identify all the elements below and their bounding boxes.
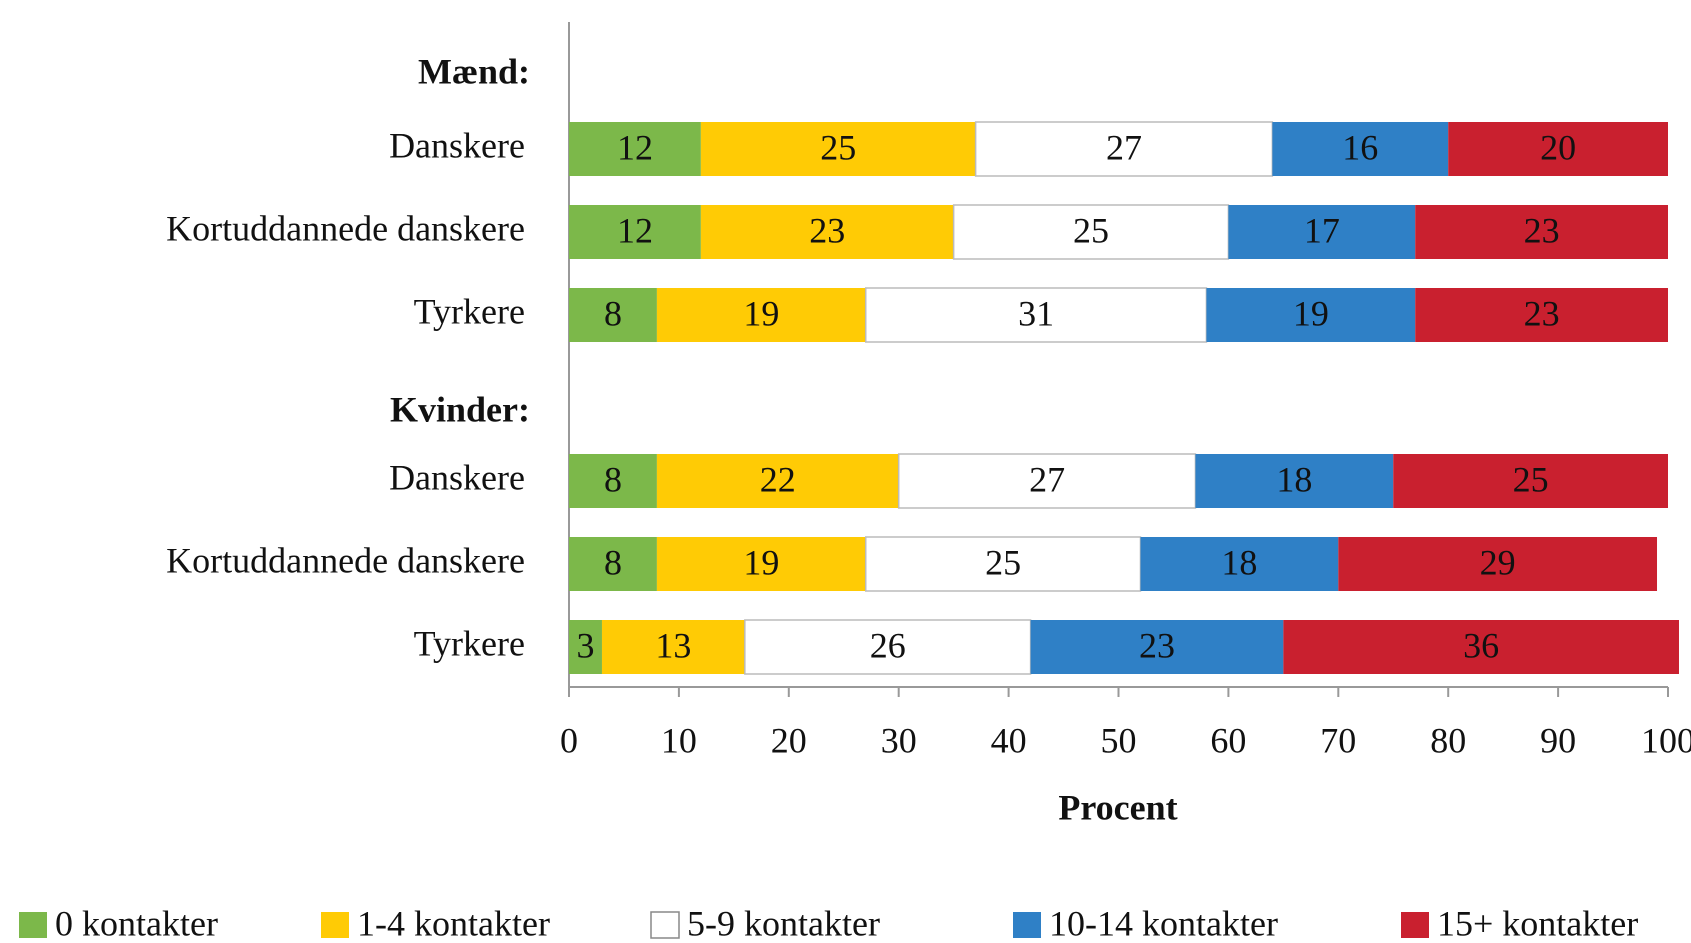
value-label: 8 [604, 459, 622, 499]
value-label: 12 [617, 210, 653, 250]
bar-segment [569, 620, 602, 674]
value-label: 31 [1018, 293, 1054, 333]
y-tick-label: Danskere [389, 457, 525, 497]
legend-swatch [321, 912, 349, 938]
bar-segment [601, 620, 745, 674]
value-label: 23 [1524, 210, 1560, 250]
value-label: 8 [604, 293, 622, 333]
bar-segment [1195, 454, 1394, 508]
value-label: 27 [1106, 127, 1142, 167]
bar-segment [1272, 122, 1449, 176]
bar-segment [1448, 122, 1668, 176]
x-axis-label: Procent [1058, 787, 1177, 827]
bar-segment [864, 536, 1142, 592]
x-tick-label: 50 [1101, 720, 1137, 760]
value-label: 16 [1342, 127, 1378, 167]
bar-segment [1415, 205, 1668, 259]
legend-label: 10-14 kontakter [1049, 903, 1278, 943]
x-tick-label: 40 [991, 720, 1027, 760]
value-label: 17 [1304, 210, 1340, 250]
value-label: 19 [1293, 293, 1329, 333]
bar-segment [700, 122, 976, 176]
bar-segment [1338, 537, 1658, 591]
legend-swatch [650, 911, 680, 939]
legend-label: 5-9 kontakter [687, 903, 880, 943]
y-tick-label: Tyrkere [414, 623, 525, 663]
y-tick-label: Kortuddannede danskere [166, 208, 525, 248]
bar-segment [656, 537, 866, 591]
value-label: 12 [617, 127, 653, 167]
x-tick-label: 70 [1320, 720, 1356, 760]
value-label: 25 [985, 542, 1021, 582]
value-label: 36 [1463, 625, 1499, 665]
x-tick-label: 100 [1641, 720, 1691, 760]
bar-segment [700, 205, 954, 259]
bar-segment [744, 619, 1032, 675]
value-label: 19 [743, 542, 779, 582]
bar-segment [974, 121, 1274, 177]
x-tick-label: 80 [1430, 720, 1466, 760]
group-label: Mænd: [418, 51, 530, 91]
value-label: 3 [576, 625, 594, 665]
value-label: 8 [604, 542, 622, 582]
y-tick-label: Kortuddannede danskere [166, 540, 525, 580]
bar-segment [569, 205, 701, 259]
value-label: 26 [870, 625, 906, 665]
bar-segment [569, 537, 657, 591]
value-label: 13 [655, 625, 691, 665]
value-label: 23 [809, 210, 845, 250]
value-label: 27 [1029, 459, 1065, 499]
bar-segment [897, 453, 1197, 509]
legend-swatch [19, 912, 47, 938]
value-label: 25 [1073, 210, 1109, 250]
x-tick-label: 90 [1540, 720, 1576, 760]
x-tick-label: 30 [881, 720, 917, 760]
y-tick-label: Danskere [389, 125, 525, 165]
value-label: 23 [1139, 625, 1175, 665]
bar-segment [1140, 537, 1339, 591]
legend-label: 0 kontakter [55, 903, 218, 943]
bar-segment [656, 454, 899, 508]
value-label: 23 [1524, 293, 1560, 333]
value-label: 20 [1540, 127, 1576, 167]
x-tick-label: 20 [771, 720, 807, 760]
legend-swatch [1401, 912, 1429, 938]
bar-segment [569, 122, 701, 176]
value-label: 25 [820, 127, 856, 167]
bar-segment [864, 287, 1208, 343]
x-tick-label: 0 [560, 720, 578, 760]
bar-segment [1030, 620, 1284, 674]
x-tick-label: 60 [1210, 720, 1246, 760]
value-label: 29 [1480, 542, 1516, 582]
bar-segment [1393, 454, 1668, 508]
group-label: Kvinder: [390, 389, 530, 429]
y-tick-label: Tyrkere [414, 291, 525, 331]
legend-swatch [1013, 912, 1041, 938]
bar-segment [1206, 288, 1416, 342]
bar-segment [656, 288, 866, 342]
bar-segment [1415, 288, 1668, 342]
legend-label: 1-4 kontakter [357, 903, 550, 943]
bar-segment [1228, 205, 1416, 259]
value-label: 19 [743, 293, 779, 333]
value-label: 22 [760, 459, 796, 499]
bar-segment [569, 288, 657, 342]
value-label: 18 [1276, 459, 1312, 499]
legend-label: 15+ kontakter [1437, 903, 1638, 943]
bar-segment [1283, 620, 1679, 674]
bar-segment [569, 454, 657, 508]
value-label: 25 [1513, 459, 1549, 499]
x-tick-label: 10 [661, 720, 697, 760]
value-label: 18 [1221, 542, 1257, 582]
